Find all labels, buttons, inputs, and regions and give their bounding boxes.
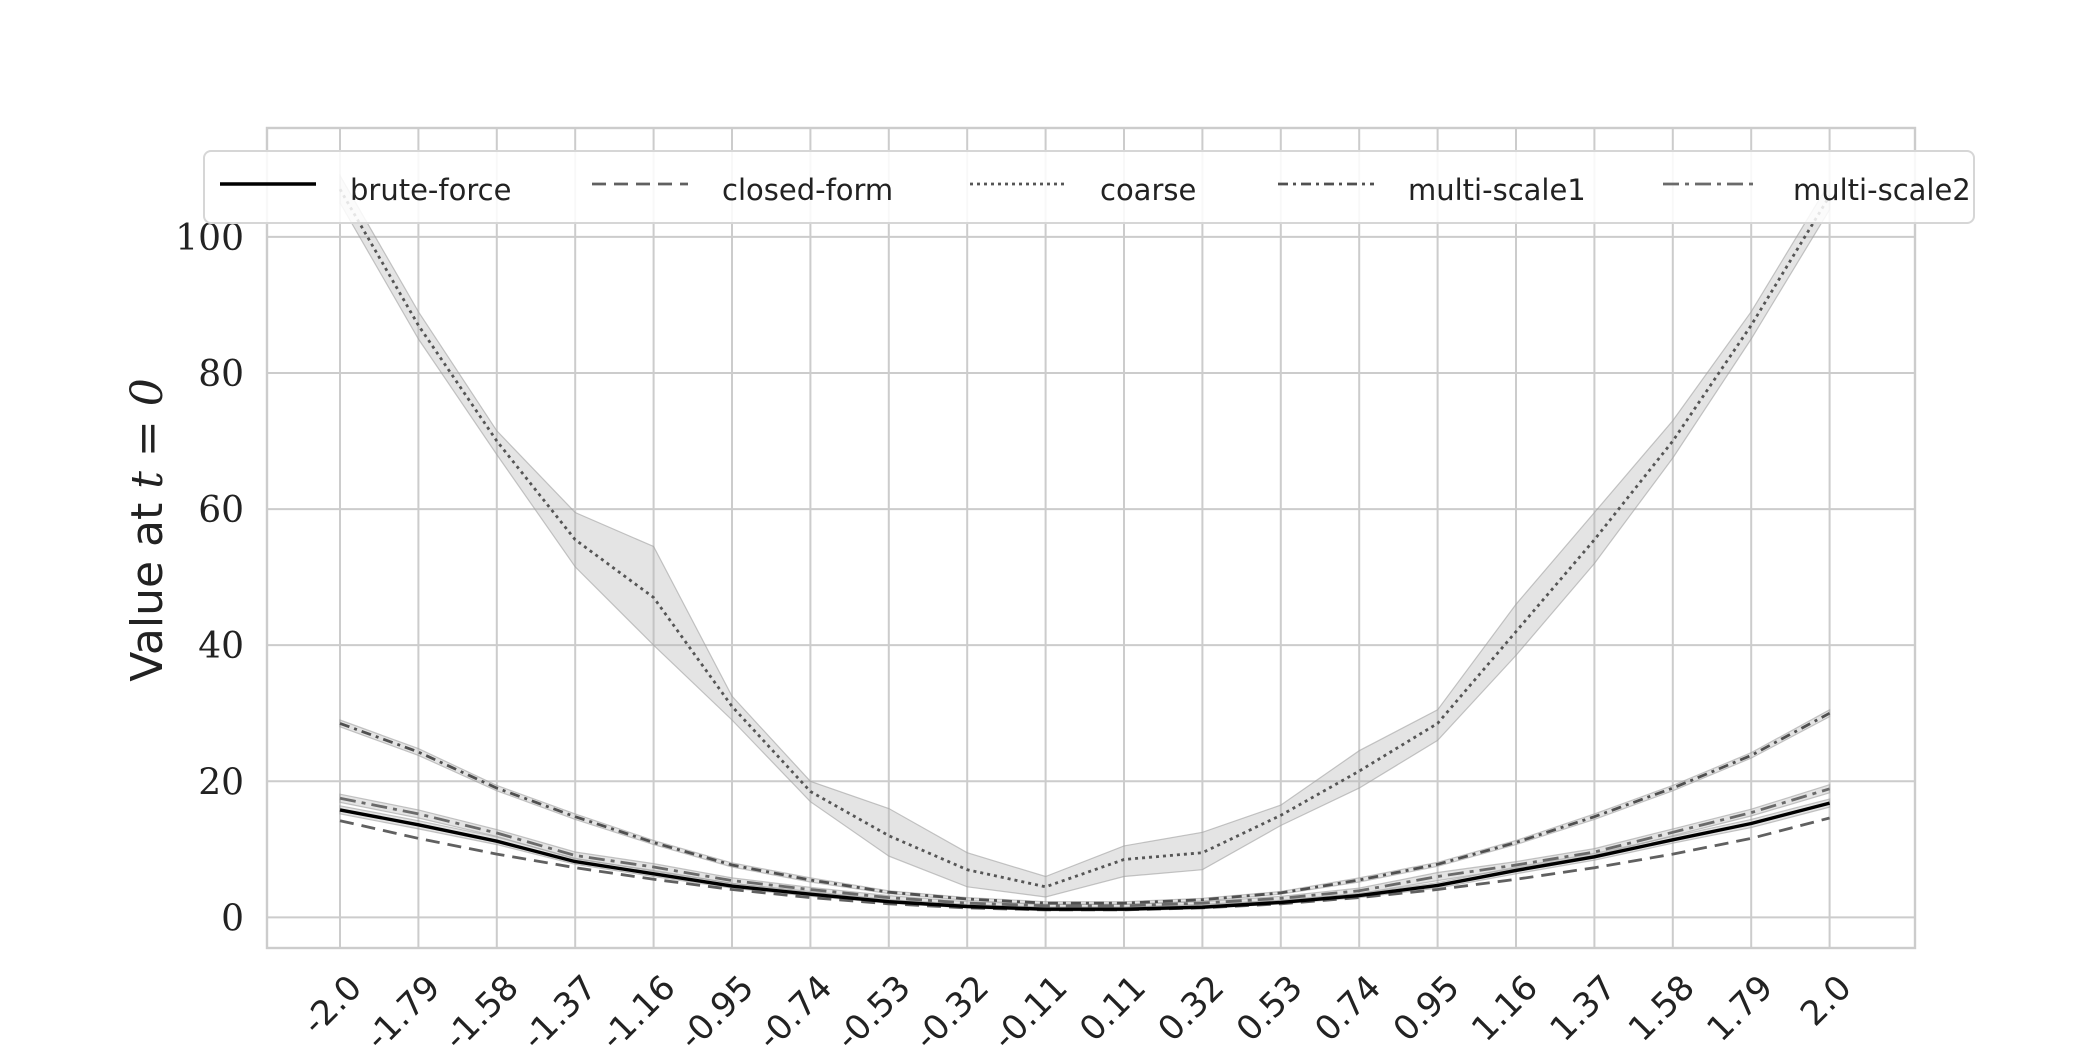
- series-line-multi-scale2: [339, 787, 1831, 908]
- y-axis-label: Value at t = 0: [122, 378, 173, 682]
- x-tick-label: -1.58: [436, 968, 526, 1050]
- x-tick-label: -0.11: [985, 968, 1075, 1050]
- x-tick-label: 0.74: [1307, 968, 1389, 1050]
- x-tick-label: 1.58: [1621, 968, 1703, 1050]
- y-axis-label-math: t = 0: [122, 378, 173, 489]
- x-tick-label: 1.79: [1699, 968, 1781, 1050]
- x-tick-label: 2.0: [1793, 968, 1860, 1035]
- band-coarse: [339, 173, 1831, 898]
- legend-box: [203, 150, 1975, 224]
- x-tick-label: -1.16: [593, 968, 683, 1050]
- y-tick-label: 60: [198, 490, 244, 531]
- x-tick-label: 1.16: [1464, 968, 1546, 1050]
- x-tick-label: -1.79: [358, 968, 448, 1050]
- series-lines: [338, 188, 1831, 912]
- legend-label-multi-scale2: multi-scale2: [1793, 173, 1971, 207]
- grid: [267, 128, 1915, 948]
- x-tick-labels: -2.0-1.79-1.58-1.37-1.16-0.95-0.74-0.53-…: [295, 968, 1860, 1055]
- band-multi-scale1: [339, 708, 1831, 905]
- x-tick-label: -0.74: [750, 968, 840, 1050]
- legend-label-closed-form: closed-form: [722, 173, 893, 207]
- x-tick-label: 0.95: [1386, 968, 1468, 1050]
- x-tick-label: 0.11: [1072, 968, 1154, 1050]
- confidence-bands: [339, 173, 1831, 912]
- x-tick-label: 0.53: [1229, 968, 1311, 1050]
- legend-label-brute-force: brute-force: [350, 173, 511, 207]
- legend: brute-force closed-form coarse multi-scale1…: [203, 150, 1975, 224]
- y-tick-label: 40: [198, 626, 244, 667]
- x-tick-label: -0.32: [907, 968, 997, 1050]
- x-tick-label: 0.32: [1150, 968, 1232, 1050]
- x-tick-label: 1.37: [1542, 968, 1624, 1050]
- x-tick-label: -1.37: [515, 968, 605, 1050]
- legend-label-multi-scale1: multi-scale1: [1408, 173, 1586, 207]
- y-tick-labels: 0 20 40 60 80 100: [175, 218, 244, 939]
- axes: [265, 126, 1917, 950]
- series-line-brute-force: [339, 801, 1831, 911]
- y-axis-label-prefix: Value at: [122, 489, 173, 682]
- x-tick-label: -0.53: [828, 968, 918, 1050]
- y-tick-label: 100: [175, 218, 244, 259]
- band-multi-scale2: [339, 783, 1831, 908]
- x-tick-label: -0.95: [671, 968, 761, 1050]
- y-tick-label: 0: [221, 898, 244, 939]
- plot-frame: [265, 126, 1917, 950]
- legend-label-coarse: coarse: [1100, 173, 1196, 207]
- y-tick-label: 20: [198, 762, 244, 803]
- y-tick-label: 80: [198, 354, 244, 395]
